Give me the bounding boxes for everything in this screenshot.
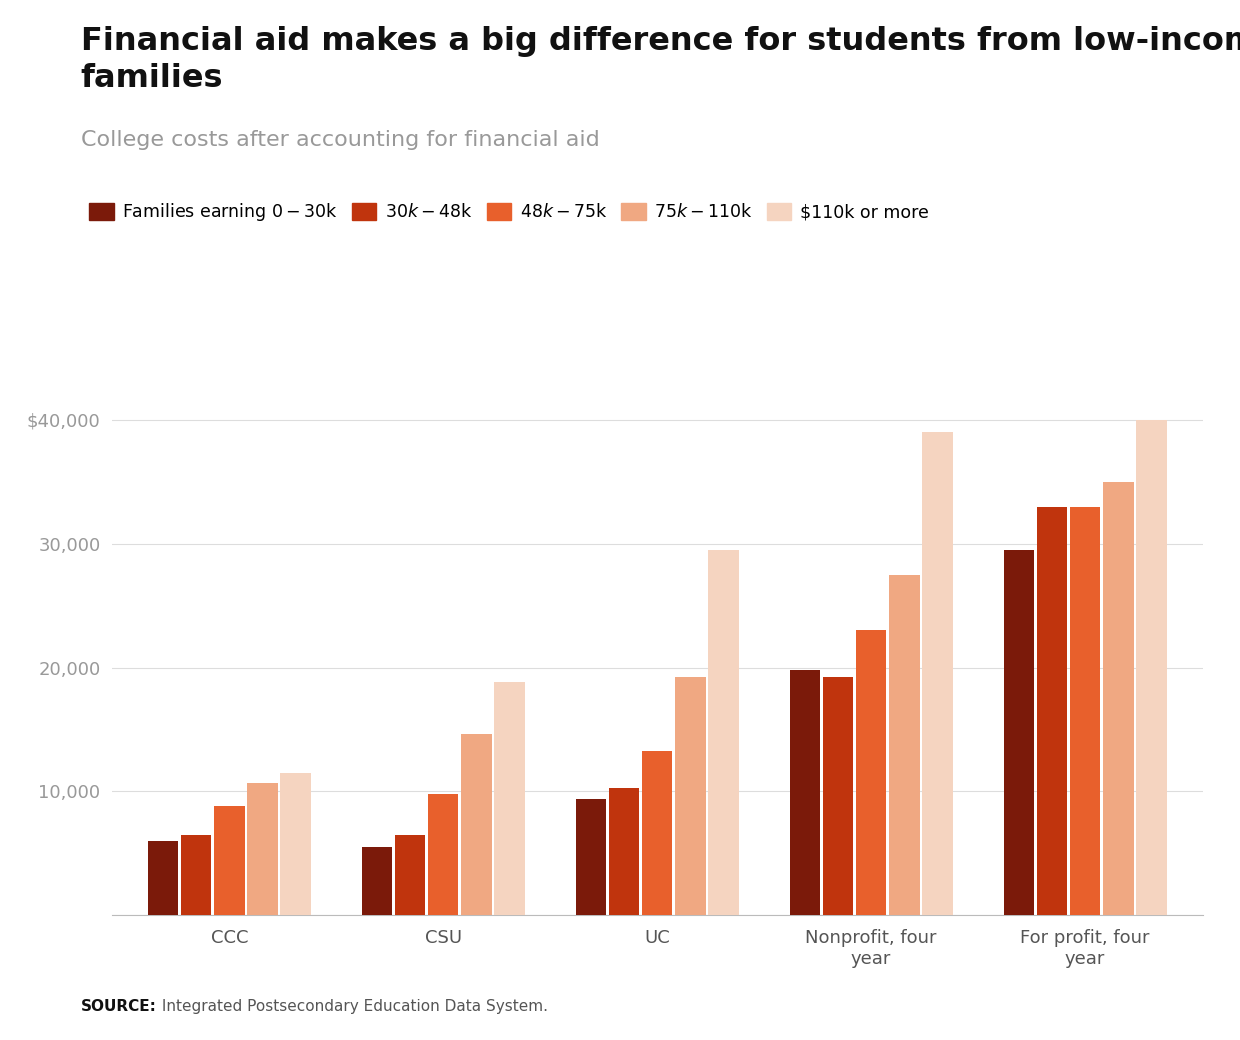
- Bar: [575, 799, 606, 915]
- Bar: [856, 630, 887, 915]
- Bar: [708, 550, 739, 915]
- Bar: [280, 773, 311, 915]
- Legend: Families earning $0-$30k, $30k-$48k, $48k-$75k, $75k-$110k, $110k or more: Families earning $0-$30k, $30k-$48k, $48…: [89, 201, 929, 224]
- Bar: [181, 835, 211, 915]
- Bar: [642, 751, 672, 915]
- Bar: [1003, 550, 1034, 915]
- Bar: [148, 841, 179, 915]
- Bar: [823, 677, 853, 915]
- Bar: [428, 794, 459, 915]
- Bar: [461, 734, 491, 915]
- Bar: [609, 787, 640, 915]
- Text: Financial aid makes a big difference for students from low-income
families: Financial aid makes a big difference for…: [81, 26, 1240, 94]
- Bar: [362, 848, 392, 915]
- Text: SOURCE:: SOURCE:: [81, 999, 156, 1014]
- Bar: [495, 682, 525, 915]
- Bar: [675, 677, 706, 915]
- Bar: [889, 575, 920, 915]
- Bar: [790, 670, 820, 915]
- Text: College costs after accounting for financial aid: College costs after accounting for finan…: [81, 130, 599, 150]
- Bar: [1070, 506, 1100, 915]
- Bar: [1136, 420, 1167, 915]
- Bar: [923, 433, 952, 915]
- Text: Integrated Postsecondary Education Data System.: Integrated Postsecondary Education Data …: [157, 999, 548, 1014]
- Bar: [1037, 506, 1068, 915]
- Bar: [215, 806, 244, 915]
- Bar: [1104, 482, 1133, 915]
- Bar: [394, 835, 425, 915]
- Bar: [247, 783, 278, 915]
